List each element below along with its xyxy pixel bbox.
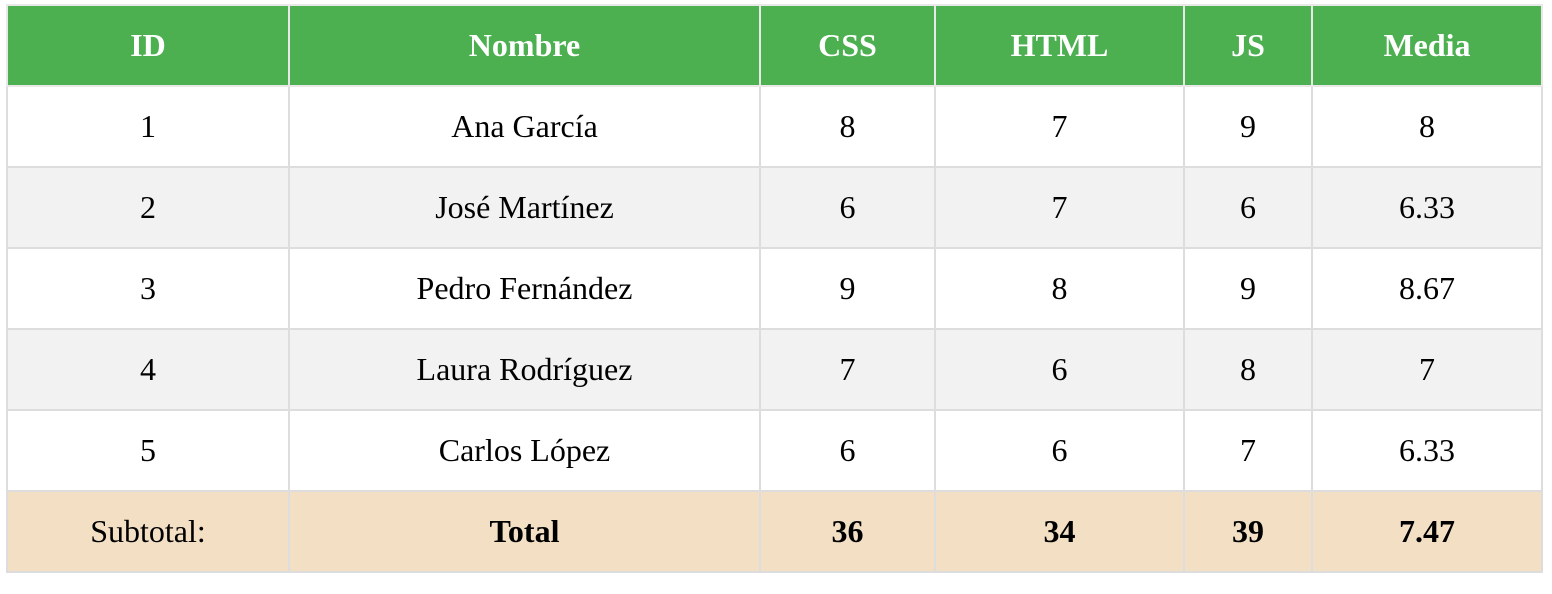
cell-css: 6 — [759, 166, 936, 249]
cell-html: 6 — [934, 328, 1185, 411]
cell-css: 6 — [759, 409, 936, 492]
header-row: ID Nombre CSS HTML JS Media — [6, 4, 1543, 87]
footer-subtotal-label: Subtotal: — [6, 490, 290, 573]
table-row: 1 Ana García 8 7 9 8 — [6, 85, 1543, 168]
footer-total-label: Total — [288, 490, 761, 573]
grades-table: ID Nombre CSS HTML JS Media 1 Ana García… — [6, 4, 1543, 573]
footer-html-total: 34 — [934, 490, 1185, 573]
header-id: ID — [6, 4, 290, 87]
cell-js: 9 — [1183, 85, 1313, 168]
header-css: CSS — [759, 4, 936, 87]
cell-html: 6 — [934, 409, 1185, 492]
cell-media: 7 — [1311, 328, 1543, 411]
header-html: HTML — [934, 4, 1185, 87]
cell-nombre: José Martínez — [288, 166, 761, 249]
cell-nombre: Ana García — [288, 85, 761, 168]
cell-media: 6.33 — [1311, 409, 1543, 492]
cell-js: 9 — [1183, 247, 1313, 330]
header-media: Media — [1311, 4, 1543, 87]
cell-media: 6.33 — [1311, 166, 1543, 249]
cell-js: 7 — [1183, 409, 1313, 492]
table-row: 2 José Martínez 6 7 6 6.33 — [6, 166, 1543, 249]
cell-css: 7 — [759, 328, 936, 411]
cell-css: 8 — [759, 85, 936, 168]
cell-id: 3 — [6, 247, 290, 330]
cell-id: 2 — [6, 166, 290, 249]
cell-media: 8.67 — [1311, 247, 1543, 330]
table-row: 3 Pedro Fernández 9 8 9 8.67 — [6, 247, 1543, 330]
header-js: JS — [1183, 4, 1313, 87]
cell-media: 8 — [1311, 85, 1543, 168]
cell-js: 8 — [1183, 328, 1313, 411]
footer-css-total: 36 — [759, 490, 936, 573]
cell-nombre: Carlos López — [288, 409, 761, 492]
cell-nombre: Laura Rodríguez — [288, 328, 761, 411]
cell-nombre: Pedro Fernández — [288, 247, 761, 330]
cell-html: 7 — [934, 166, 1185, 249]
cell-id: 5 — [6, 409, 290, 492]
table-row: 4 Laura Rodríguez 7 6 8 7 — [6, 328, 1543, 411]
cell-id: 4 — [6, 328, 290, 411]
footer-media-total: 7.47 — [1311, 490, 1543, 573]
grades-table-container: ID Nombre CSS HTML JS Media 1 Ana García… — [6, 4, 1543, 573]
cell-css: 9 — [759, 247, 936, 330]
cell-html: 8 — [934, 247, 1185, 330]
table-row: 5 Carlos López 6 6 7 6.33 — [6, 409, 1543, 492]
cell-id: 1 — [6, 85, 290, 168]
cell-html: 7 — [934, 85, 1185, 168]
footer-row: Subtotal: Total 36 34 39 7.47 — [6, 490, 1543, 573]
footer-js-total: 39 — [1183, 490, 1313, 573]
cell-js: 6 — [1183, 166, 1313, 249]
header-nombre: Nombre — [288, 4, 761, 87]
